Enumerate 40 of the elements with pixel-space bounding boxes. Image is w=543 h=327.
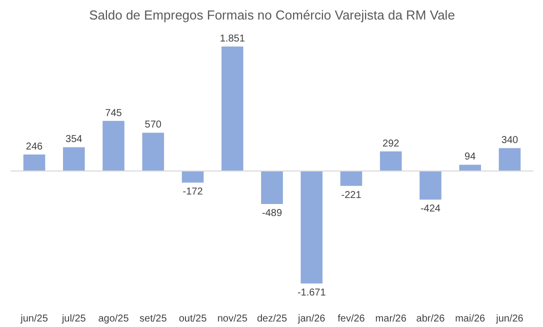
data-label: 745 xyxy=(105,108,122,119)
bar xyxy=(420,171,442,200)
bar xyxy=(300,171,323,284)
data-label: 1.851 xyxy=(220,33,246,44)
data-label: -1.671 xyxy=(297,288,326,299)
data-label: 246 xyxy=(26,142,44,152)
data-label: -424 xyxy=(420,204,441,215)
bar xyxy=(380,151,402,172)
data-label: 94 xyxy=(464,152,476,163)
x-tick-label: abr/26 xyxy=(416,314,446,324)
data-label: -172 xyxy=(182,186,204,198)
bar xyxy=(498,148,521,172)
bar xyxy=(340,171,362,186)
x-tick-label: out/25 xyxy=(178,314,208,324)
x-tick-label: jan/26 xyxy=(297,314,326,324)
bar xyxy=(459,164,481,172)
data-label: 340 xyxy=(501,135,519,146)
x-tick-label: jun/26 xyxy=(495,314,524,324)
bar xyxy=(63,147,85,172)
bar xyxy=(23,154,46,172)
bar xyxy=(182,171,204,183)
data-label: 570 xyxy=(144,120,162,131)
data-label: 354 xyxy=(66,134,83,146)
data-label: -221 xyxy=(341,190,362,201)
x-tick-label: dez/25 xyxy=(256,314,288,324)
x-tick-label: mai/26 xyxy=(455,314,486,324)
chart-title: Saldo de Empregos Formais no Comércio Varejista da RM Vale xyxy=(89,8,455,22)
bar xyxy=(102,120,124,172)
x-tick-label: jun/25 xyxy=(20,314,48,324)
x-tick-label: nov/25 xyxy=(217,314,248,324)
x-tick-label: mar/26 xyxy=(375,314,407,324)
bar xyxy=(261,171,283,204)
data-label: 292 xyxy=(382,138,400,150)
x-tick-label: set/25 xyxy=(140,314,168,324)
bar xyxy=(142,132,164,172)
x-tick-label: ago/25 xyxy=(98,314,130,324)
data-label: -489 xyxy=(262,208,282,219)
x-tick-label: jul/25 xyxy=(60,314,86,324)
x-tick-label: fev/26 xyxy=(338,314,366,324)
bar xyxy=(221,46,244,172)
